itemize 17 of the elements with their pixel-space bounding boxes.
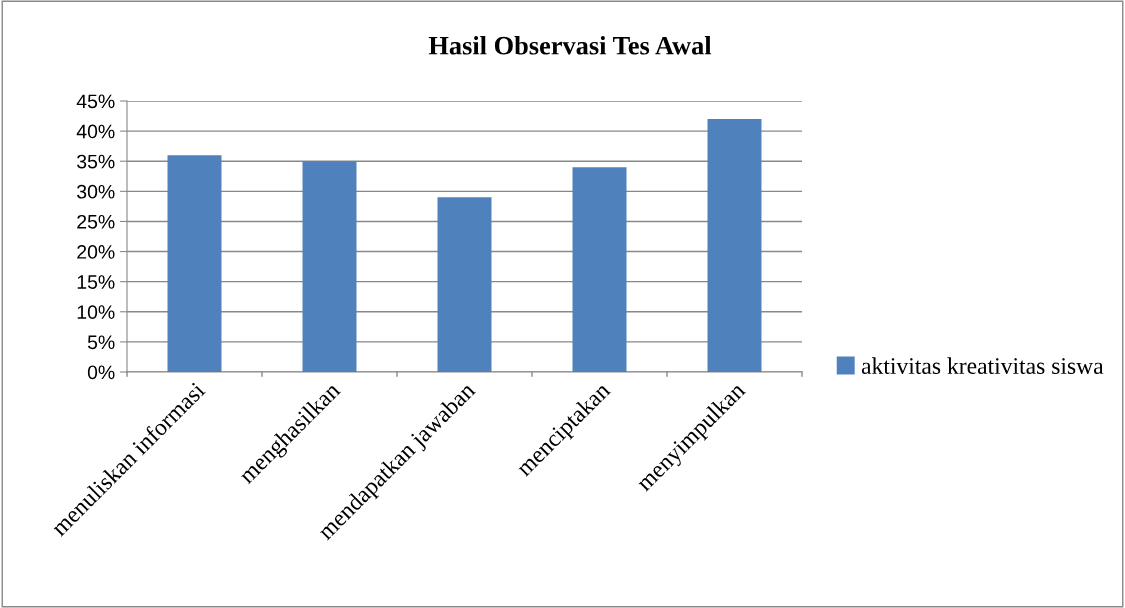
y-tick-label: 20% xyxy=(77,245,115,259)
legend-label: aktivitas kreativitas siswa xyxy=(861,357,1104,374)
y-tick-label: 25% xyxy=(77,214,115,229)
bar xyxy=(707,119,762,372)
y-tick-label: 45% xyxy=(76,94,115,109)
y-tick-label: 35% xyxy=(77,154,115,169)
y-tick-label: 30% xyxy=(77,184,115,199)
bar xyxy=(167,155,222,372)
y-tick-label: 15% xyxy=(77,275,115,289)
chart-title: Hasil Observasi Tes Awal xyxy=(428,36,712,55)
y-tick-label: 5% xyxy=(87,335,115,350)
y-tick-label: 10% xyxy=(77,305,115,320)
bar xyxy=(302,161,357,372)
y-tick-label: 0% xyxy=(87,365,115,380)
bar xyxy=(437,197,492,372)
y-tick-label: 40% xyxy=(76,124,115,139)
bar xyxy=(572,167,627,372)
